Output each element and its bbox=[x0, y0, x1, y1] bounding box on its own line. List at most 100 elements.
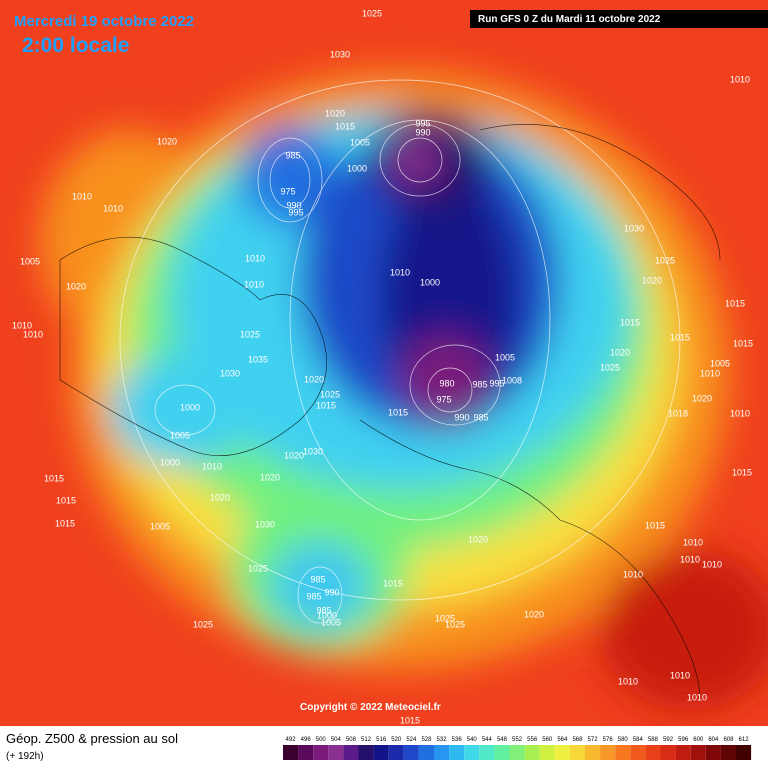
scale-swatch bbox=[509, 745, 525, 760]
coastlines bbox=[59, 123, 721, 701]
scale-label: 584 bbox=[633, 737, 644, 743]
scale-swatch bbox=[313, 745, 329, 760]
scale-swatch bbox=[690, 745, 706, 760]
scale-swatch bbox=[479, 745, 495, 760]
isobar-label: 1015 bbox=[620, 317, 640, 327]
isobar-label: 1010 bbox=[730, 74, 750, 84]
run-label: Run GFS 0 Z du Mardi 11 octobre 2022 bbox=[478, 14, 661, 25]
isobar-label: 1010 bbox=[103, 203, 123, 213]
isobar-label: 985 bbox=[473, 412, 488, 422]
isobar-label: 980 bbox=[439, 378, 454, 388]
isobar-label: 1010 bbox=[683, 537, 703, 547]
scale-label: 560 bbox=[542, 737, 553, 743]
isobar-label: 1020 bbox=[524, 609, 544, 619]
date-label: Mercredi 19 octobre 2022 bbox=[14, 13, 194, 30]
isobar-label: 1010 bbox=[618, 676, 638, 686]
isobar-label: 1000 bbox=[160, 457, 180, 467]
isobar-label: 1030 bbox=[220, 368, 240, 378]
isobar-label: 1010 bbox=[202, 461, 222, 471]
isobar-label: 1020 bbox=[692, 393, 712, 403]
isobar-label: 1015 bbox=[733, 338, 753, 348]
scale-label: 496 bbox=[301, 737, 312, 743]
isobar-label: 1008 bbox=[502, 375, 522, 385]
isobar-label: 1025 bbox=[600, 362, 620, 372]
scale-label: 492 bbox=[286, 737, 297, 743]
isobar-label: 1020 bbox=[642, 275, 662, 285]
isobar-label: 985 bbox=[316, 605, 331, 615]
isobar-label: 1010 bbox=[623, 569, 643, 579]
isobar-label: 1025 bbox=[193, 619, 213, 629]
isobar-label: 1005 bbox=[150, 521, 170, 531]
copyright: Copyright © 2022 Meteociel.fr bbox=[300, 702, 441, 713]
scale-label: 612 bbox=[739, 737, 750, 743]
isobar-label: 1025 bbox=[240, 329, 260, 339]
scale-label: 592 bbox=[663, 737, 674, 743]
isobar-label: 1010 bbox=[670, 670, 690, 680]
isobar-label: 1005 bbox=[170, 430, 190, 440]
scale-label: 524 bbox=[406, 737, 417, 743]
isobar-label: 1015 bbox=[383, 578, 403, 588]
scale-label: 568 bbox=[572, 737, 583, 743]
scale-label: 580 bbox=[618, 737, 629, 743]
scale-label: 552 bbox=[512, 737, 523, 743]
isobar-label: 1030 bbox=[330, 49, 350, 59]
scale-swatch bbox=[675, 745, 691, 760]
isobar-label: 1005 bbox=[495, 352, 515, 362]
isobar-label: 1020 bbox=[325, 108, 345, 118]
scale-label: 520 bbox=[391, 737, 402, 743]
scale-label: 508 bbox=[346, 737, 357, 743]
isobar-label: 1020 bbox=[157, 136, 177, 146]
isobar-label: 1020 bbox=[284, 450, 304, 460]
scale-swatch bbox=[328, 745, 344, 760]
legend-title: Géop. Z500 & pression au sol bbox=[6, 731, 178, 746]
scale-label: 532 bbox=[437, 737, 448, 743]
isobars bbox=[119, 79, 681, 624]
isobar-label: 1020 bbox=[210, 492, 230, 502]
scale-label: 556 bbox=[527, 737, 538, 743]
isobar-label: 1015 bbox=[670, 332, 690, 342]
isobar-label: 1020 bbox=[304, 374, 324, 384]
scale-label: 548 bbox=[497, 737, 508, 743]
isobar-label: 1010 bbox=[702, 559, 722, 569]
isobar-label: 1030 bbox=[255, 519, 275, 529]
legend-subtitle: (+ 192h) bbox=[6, 751, 44, 762]
isobar-label: 1000 bbox=[420, 277, 440, 287]
isobar-label: 1015 bbox=[645, 520, 665, 530]
isobar-label: 1010 bbox=[390, 267, 410, 277]
isobar-label: 1000 bbox=[317, 610, 337, 620]
scale-swatch bbox=[464, 745, 480, 760]
scale-label: 536 bbox=[452, 737, 463, 743]
isobar-label: 1015 bbox=[400, 715, 420, 725]
scale-swatch bbox=[585, 745, 601, 760]
scale-swatch bbox=[418, 745, 434, 760]
scale-swatch bbox=[645, 745, 661, 760]
isobar-label: 1010 bbox=[72, 191, 92, 201]
scale-swatch bbox=[539, 745, 555, 760]
isobar-label: 995 bbox=[288, 207, 303, 217]
scale-label: 564 bbox=[557, 737, 568, 743]
isobar-label: 1030 bbox=[303, 446, 323, 456]
isobar-label: 975 bbox=[436, 394, 451, 404]
isobar-label: 985 bbox=[285, 150, 300, 160]
scale-swatch bbox=[373, 745, 389, 760]
scale-label: 600 bbox=[693, 737, 704, 743]
scale-label: 572 bbox=[588, 737, 599, 743]
color-scale: 492 496 500 504 508 512 516 520 524 528 532 536 540 5… bbox=[283, 737, 752, 760]
isobar-label: 1030 bbox=[624, 223, 644, 233]
isobar-label: 1015 bbox=[335, 121, 355, 131]
isobar-label: 990 bbox=[286, 200, 301, 210]
scale-label: 528 bbox=[421, 737, 432, 743]
isobar-label: 1005 bbox=[350, 137, 370, 147]
scale-swatch bbox=[524, 745, 540, 760]
scale-label: 516 bbox=[376, 737, 387, 743]
scale-label: 544 bbox=[482, 737, 493, 743]
scale-swatch bbox=[449, 745, 465, 760]
isobar-label: 1010 bbox=[680, 554, 700, 564]
scale-swatch bbox=[494, 745, 510, 760]
isobar-label: 1015 bbox=[44, 473, 64, 483]
isobar-label: 1020 bbox=[610, 347, 630, 357]
isobar-label: 1020 bbox=[66, 281, 86, 291]
isobar-label: 1015 bbox=[732, 467, 752, 477]
